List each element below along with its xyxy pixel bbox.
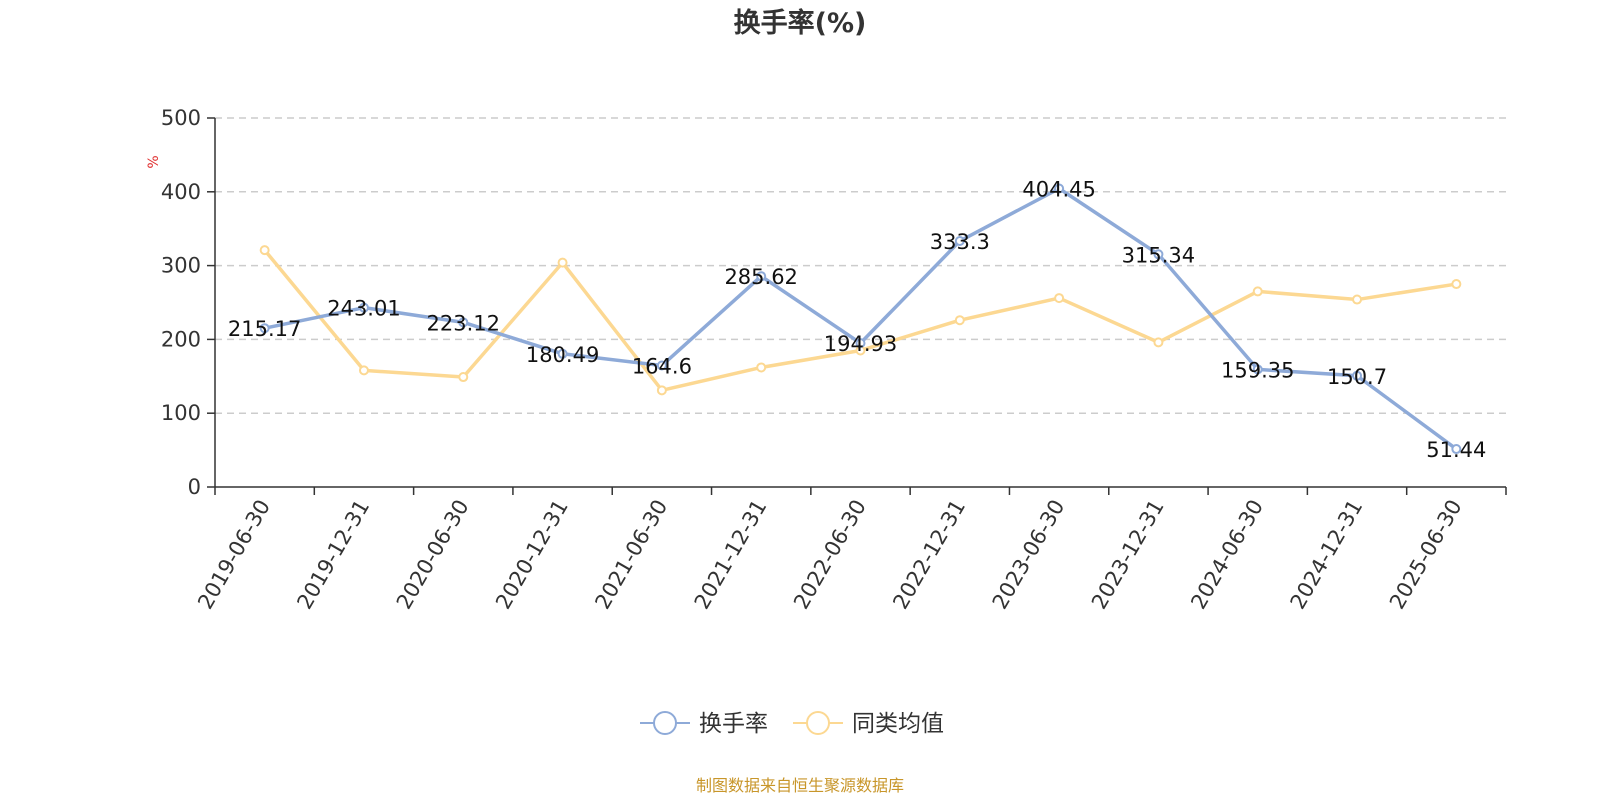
- x-tick-label: 2019-06-30: [193, 496, 275, 614]
- data-point: [557, 348, 568, 359]
- series-lines: [259, 183, 1462, 455]
- data-point: [656, 360, 667, 371]
- data-point: [1451, 444, 1462, 455]
- grid-lines: [215, 117, 1506, 414]
- x-tick-label: 2023-12-31: [1087, 496, 1169, 614]
- data-point: [1252, 364, 1263, 375]
- x-tick-label: 2020-12-31: [491, 496, 573, 614]
- data-point: [1352, 294, 1363, 305]
- data-point: [954, 236, 965, 247]
- data-label: 150.7: [1327, 365, 1387, 389]
- data-point: [358, 302, 369, 313]
- y-tick-label: 0: [188, 475, 201, 499]
- y-tick-label: 500: [161, 106, 201, 130]
- data-label: 215.17: [228, 317, 301, 341]
- data-label: 285.62: [724, 265, 797, 289]
- data-label: 194.93: [824, 332, 897, 356]
- x-tick-label: 2022-06-30: [789, 496, 871, 614]
- data-point: [1352, 370, 1363, 381]
- data-labels: 215.17 243.01 223.12 180.49 164.6 285.62 194.9…: [228, 178, 1486, 463]
- y-tick-label: 400: [161, 180, 201, 204]
- legend-label: 换手率: [699, 711, 768, 737]
- data-point: [756, 362, 767, 373]
- x-tick-label: 2024-06-30: [1186, 496, 1268, 614]
- data-point: [1054, 183, 1065, 194]
- data-point: [557, 257, 568, 268]
- data-point: [954, 315, 965, 326]
- x-tick-label: 2021-12-31: [690, 496, 772, 614]
- y-tick-label: 200: [161, 327, 201, 351]
- x-tick-label: 2025-06-30: [1385, 496, 1467, 614]
- legend[interactable]: 换手率 同类均值: [640, 711, 944, 737]
- y-tick-label: 300: [161, 254, 201, 278]
- x-tick-label: 2021-06-30: [590, 496, 672, 614]
- source-note: 制图数据来自恒生聚源数据库: [696, 776, 904, 795]
- data-label: 333.3: [930, 230, 990, 254]
- data-label: 315.34: [1122, 243, 1195, 267]
- x-tick-label: 2024-12-31: [1286, 496, 1368, 614]
- data-point: [756, 271, 767, 282]
- x-tick-label: 2022-12-31: [888, 495, 970, 613]
- data-label: 180.49: [526, 343, 599, 367]
- x-tick-label: 2023-06-30: [988, 496, 1070, 614]
- legend-item-peer-average[interactable]: 同类均值: [793, 711, 944, 737]
- data-point: [458, 317, 469, 328]
- data-point: [358, 365, 369, 376]
- legend-marker-icon: [806, 711, 830, 735]
- data-point: [855, 338, 866, 349]
- x-tick-label: 2019-12-31: [292, 496, 374, 614]
- data-point: [1451, 279, 1462, 290]
- data-label: 223.12: [427, 311, 500, 335]
- data-point: [1153, 337, 1164, 348]
- data-label: 159.35: [1221, 358, 1294, 382]
- data-point: [1153, 249, 1164, 260]
- data-point: [1054, 293, 1065, 304]
- data-point: [656, 385, 667, 396]
- data-label: 404.45: [1022, 178, 1095, 202]
- y-axis-unit: %: [146, 155, 162, 168]
- data-point: [458, 372, 469, 383]
- data-label: 51.44: [1426, 438, 1486, 462]
- chart-title: 换手率(%): [734, 7, 867, 39]
- legend-label: 同类均值: [852, 711, 944, 737]
- data-point: [1252, 286, 1263, 297]
- y-tick-label: 100: [161, 401, 201, 425]
- x-tick-label: 2020-06-30: [392, 496, 474, 614]
- data-point: [259, 323, 270, 334]
- legend-marker-icon: [653, 711, 677, 735]
- legend-item-turnover[interactable]: 换手率: [640, 711, 768, 737]
- data-point: [259, 245, 270, 256]
- data-label: 164.6: [632, 355, 692, 379]
- data-label: 243.01: [327, 297, 400, 321]
